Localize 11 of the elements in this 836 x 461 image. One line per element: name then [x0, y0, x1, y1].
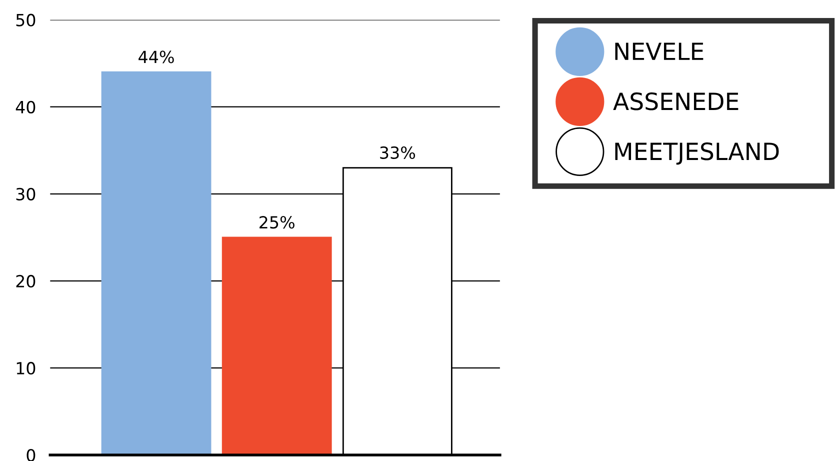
data-label: 33%: [380, 146, 416, 159]
y-tick-label: 10: [16, 362, 36, 375]
y-tick-label: 50: [16, 14, 36, 26]
y-tick-label: 30: [16, 188, 36, 200]
legend-label: NEVELE: [615, 42, 704, 60]
data-label: 25%: [260, 216, 294, 229]
legend-label: ASSENEDE: [613, 92, 738, 110]
legend-label: MEETJESLAND: [615, 142, 779, 165]
y-tick-label: 40: [16, 100, 36, 114]
y-tick-label: 20: [16, 274, 36, 288]
data-label: 44%: [138, 50, 174, 64]
